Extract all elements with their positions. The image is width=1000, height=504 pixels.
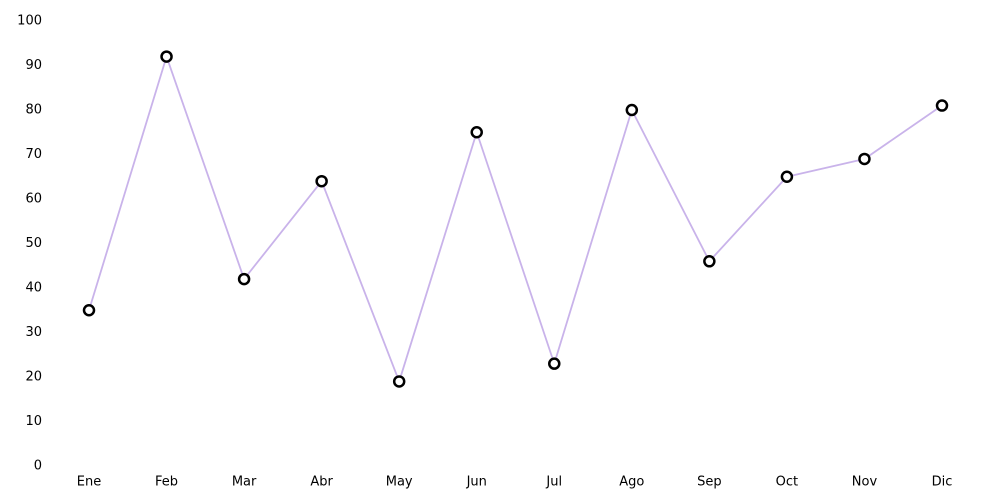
x-axis-tick-labels: Ene Feb Mar Abr May Jun Jul Ago Sep Oct Nov Dic — [77, 475, 953, 490]
y-tick-label: 60 — [25, 192, 42, 207]
data-point — [935, 99, 949, 112]
y-tick-label: 50 — [25, 236, 42, 251]
series-line — [88, 55, 943, 383]
data-point — [703, 255, 716, 268]
y-tick-label: 90 — [25, 58, 42, 73]
x-tick-label: Jun — [466, 475, 487, 490]
y-tick-label: 30 — [25, 325, 42, 340]
x-tick-label: Dic — [932, 475, 953, 490]
x-tick-label: May — [386, 475, 413, 490]
x-tick-label: Ene — [77, 475, 101, 490]
x-tick-label: Nov — [852, 475, 878, 490]
y-tick-label: 10 — [25, 414, 42, 429]
x-tick-label: Jul — [545, 475, 562, 490]
data-point — [625, 103, 639, 117]
series-lines — [88, 55, 943, 383]
data-point — [160, 50, 173, 63]
y-tick-label: 100 — [17, 14, 42, 29]
data-point — [858, 152, 871, 166]
y-tick-label: 70 — [25, 147, 42, 162]
x-tick-label: Mar — [232, 475, 257, 490]
y-tick-label: 0 — [34, 459, 42, 474]
x-tick-label: Ago — [619, 475, 644, 490]
data-point — [82, 304, 96, 317]
y-tick-label: 80 — [25, 103, 42, 118]
x-tick-label: Feb — [155, 475, 178, 490]
data-point — [237, 272, 251, 286]
y-tick-label: 20 — [25, 370, 42, 385]
data-point — [780, 170, 794, 183]
series-points — [82, 50, 949, 388]
data-point — [315, 174, 328, 188]
x-tick-label: Sep — [697, 475, 722, 490]
x-tick-label: Oct — [776, 475, 798, 490]
data-point — [470, 126, 483, 139]
y-tick-label: 40 — [25, 281, 42, 296]
x-tick-label: Abr — [310, 475, 333, 490]
data-point — [548, 357, 561, 370]
data-point — [392, 375, 406, 388]
y-axis-tick-labels: 0 10 20 30 40 50 60 70 80 90 100 — [17, 14, 42, 474]
